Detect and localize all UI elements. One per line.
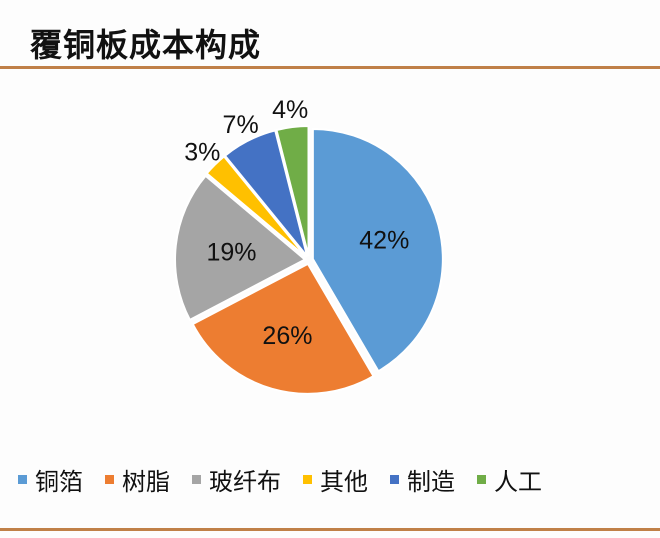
pie-slice [174, 174, 307, 322]
pie-slice [311, 127, 444, 373]
legend: 铜箔 树脂 玻纤布 其他 制造 人工 [18, 462, 564, 497]
legend-label: 玻纤布 [209, 468, 281, 496]
slice-label: 19% [206, 239, 256, 267]
legend-swatch [18, 475, 27, 484]
legend-label: 制造 [407, 468, 455, 496]
legend-swatch [192, 475, 201, 484]
pie-slice [191, 262, 375, 395]
slice-label: 42% [359, 227, 409, 255]
legend-item: 其他 [303, 462, 368, 497]
legend-label: 其他 [320, 468, 368, 496]
legend-swatch [303, 475, 312, 484]
legend-label: 树脂 [122, 468, 170, 496]
legend-label: 人工 [494, 468, 542, 496]
pie-slice [205, 155, 307, 258]
legend-item: 制造 [390, 462, 455, 497]
slice-label: 7% [223, 111, 259, 139]
legend-swatch [477, 475, 486, 484]
slice-label: 26% [262, 322, 312, 350]
chart-title: 覆铜板成本构成 [30, 26, 262, 64]
legend-swatch [390, 475, 399, 484]
pie-slice [275, 125, 310, 257]
legend-label: 铜箔 [35, 468, 83, 496]
pie-slice [223, 129, 309, 258]
title-divider [0, 66, 660, 69]
slice-label: 3% [184, 139, 220, 167]
slice-label: 4% [272, 96, 308, 124]
legend-item: 铜箔 [18, 462, 83, 497]
legend-item: 人工 [477, 462, 542, 497]
legend-item: 树脂 [105, 462, 170, 497]
legend-item: 玻纤布 [192, 462, 281, 497]
bottom-divider [0, 528, 660, 531]
legend-swatch [105, 475, 114, 484]
